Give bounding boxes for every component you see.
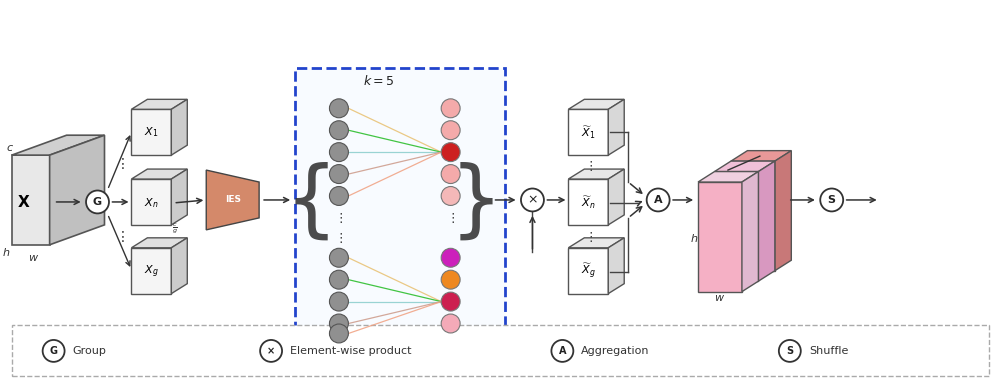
Polygon shape [131,109,171,155]
Polygon shape [568,99,624,109]
Circle shape [329,248,348,267]
Text: $\vdots$: $\vdots$ [334,211,343,225]
Polygon shape [131,179,171,225]
Text: }: } [450,162,503,242]
Polygon shape [608,238,624,294]
Circle shape [329,99,348,118]
Circle shape [329,292,348,311]
Polygon shape [568,248,608,294]
Text: G: G [50,346,58,356]
Circle shape [329,187,348,206]
Circle shape [551,340,573,362]
Circle shape [329,314,348,333]
FancyBboxPatch shape [12,325,989,376]
Circle shape [441,187,460,206]
Polygon shape [568,169,624,179]
Text: $\times$: $\times$ [527,193,538,206]
Text: S: S [828,195,836,205]
Text: IES: IES [225,195,241,204]
Polygon shape [758,161,775,281]
Text: $k = 5$: $k = 5$ [363,74,395,89]
Text: S: S [786,346,793,356]
Text: $w$: $w$ [714,293,726,302]
Circle shape [441,142,460,162]
Polygon shape [206,170,259,230]
Circle shape [329,121,348,140]
Circle shape [441,292,460,311]
Text: $h$: $h$ [690,232,698,244]
Text: $c$: $c$ [6,143,14,153]
Text: $\widetilde{X}_1$: $\widetilde{X}_1$ [581,124,596,141]
Text: $\widetilde{X}_g$: $\widetilde{X}_g$ [581,262,596,281]
Text: $\vdots$: $\vdots$ [446,211,455,225]
Polygon shape [608,99,624,155]
Polygon shape [131,238,187,248]
Polygon shape [608,169,624,225]
Circle shape [441,248,460,267]
Polygon shape [50,135,104,245]
Circle shape [441,270,460,289]
Text: $\vdots$: $\vdots$ [334,231,343,245]
Polygon shape [131,248,171,294]
Text: A: A [654,195,662,205]
Polygon shape [715,161,775,171]
Text: $X_1$: $X_1$ [144,125,159,139]
Text: $X_g$: $X_g$ [144,263,159,280]
Polygon shape [568,179,608,225]
Text: A: A [559,346,566,356]
Polygon shape [12,155,50,245]
Circle shape [441,165,460,184]
Circle shape [329,165,348,184]
Text: $c$: $c$ [756,153,764,163]
Circle shape [329,324,348,343]
Text: $h$: $h$ [2,246,10,258]
Polygon shape [731,161,775,271]
Text: G: G [93,197,102,207]
Text: $X_n$: $X_n$ [144,196,159,210]
Text: $\vdots$: $\vdots$ [584,159,593,173]
Circle shape [647,188,670,211]
Polygon shape [715,171,758,281]
Polygon shape [731,150,791,161]
Polygon shape [742,171,758,291]
Circle shape [329,142,348,162]
Text: Element-wise product: Element-wise product [290,346,412,356]
Polygon shape [171,238,187,294]
Text: Group: Group [73,346,106,356]
Polygon shape [568,238,624,248]
Text: ×: × [267,346,275,356]
Polygon shape [698,182,742,291]
Circle shape [329,270,348,289]
Circle shape [43,340,65,362]
Polygon shape [12,135,104,155]
Text: $\vdots$: $\vdots$ [584,230,593,244]
Text: $\mathbf{X}$: $\mathbf{X}$ [17,194,30,210]
Circle shape [441,121,460,140]
Polygon shape [131,169,187,179]
Text: $\vdots$: $\vdots$ [115,229,124,244]
Polygon shape [775,150,791,271]
Text: $\widetilde{X}_n$: $\widetilde{X}_n$ [581,195,596,211]
Circle shape [441,99,460,118]
Text: Shuffle: Shuffle [809,346,848,356]
Circle shape [779,340,801,362]
Polygon shape [698,171,758,182]
Polygon shape [171,99,187,155]
Text: Aggregation: Aggregation [581,346,650,356]
Text: $w$: $w$ [28,253,39,263]
Circle shape [441,314,460,333]
Text: {: { [284,162,338,242]
Circle shape [521,188,544,211]
Circle shape [260,340,282,362]
Text: $\vdots$: $\vdots$ [115,155,124,171]
Circle shape [820,188,843,211]
FancyBboxPatch shape [295,68,505,337]
Polygon shape [171,169,187,225]
Polygon shape [131,99,187,109]
Polygon shape [568,109,608,155]
Circle shape [86,190,109,214]
Text: $\frac{c}{g}$: $\frac{c}{g}$ [172,222,178,236]
